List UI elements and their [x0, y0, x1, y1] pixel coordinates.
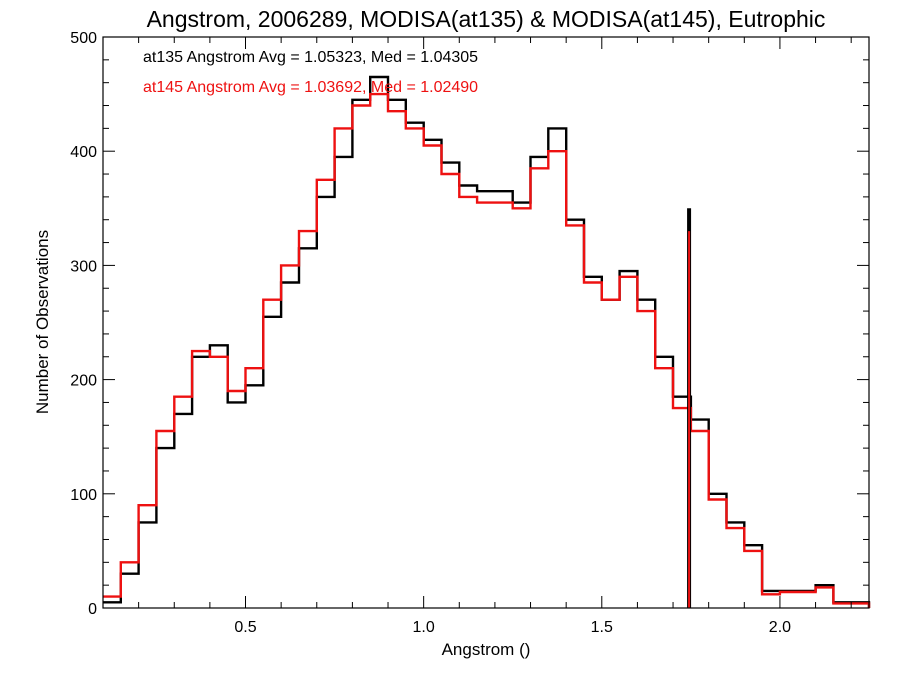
- y-tick-label: 100: [70, 487, 97, 504]
- y-tick-label: 400: [70, 144, 97, 161]
- y-tick-label: 0: [88, 601, 97, 618]
- series-layer: [103, 75, 871, 608]
- y-axis-label: Number of Observations: [33, 230, 52, 414]
- y-tick-label: 200: [70, 373, 97, 390]
- axes-layer: 0.5 1.0 1.5 2.0 0 100 200 300 400 500: [70, 30, 869, 636]
- x-tick-label: 0.5: [234, 619, 256, 636]
- x-tick-label: 1.0: [413, 619, 435, 636]
- chart-title: Angstrom, 2006289, MODISA(at135) & MODIS…: [147, 6, 826, 32]
- x-axis-label: Angstrom (): [442, 640, 531, 659]
- series-line-at145: [103, 92, 871, 608]
- y-tick-label: 500: [70, 30, 97, 47]
- series-line-at135: [103, 75, 871, 608]
- x-tick-label: 1.5: [591, 619, 613, 636]
- legend-at135: at135 Angstrom Avg = 1.05323, Med = 1.04…: [143, 49, 478, 66]
- plot-frame: [102, 36, 870, 609]
- x-tick-label: 2.0: [769, 619, 791, 636]
- legend-at145: at145 Angstrom Avg = 1.03692, Med = 1.02…: [143, 79, 478, 96]
- y-tick-label: 300: [70, 258, 97, 275]
